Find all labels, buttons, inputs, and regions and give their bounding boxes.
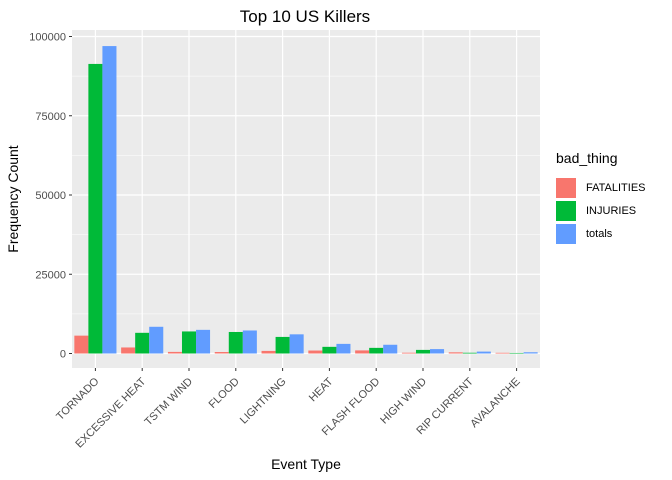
y-tick-label: 100000: [29, 32, 66, 44]
bar-fatalities-tornado: [74, 335, 89, 354]
bar-injuries-heat: [322, 346, 337, 354]
bar-totals-tornado: [102, 46, 117, 354]
bar-fatalities-high-wind: [401, 352, 416, 354]
bar-injuries-tornado: [88, 63, 103, 354]
legend-key: [556, 223, 576, 244]
x-tick-label: HEAT: [307, 375, 336, 404]
bar-totals-lightning: [289, 334, 304, 354]
bar-totals-avalanche: [523, 352, 538, 354]
legend-label: FATALITIES: [586, 181, 646, 194]
legend-label: totals: [586, 227, 613, 240]
bar-injuries-flood: [228, 331, 243, 354]
plot-panel: [72, 30, 540, 368]
y-axis: 0 25000 50000 75000 100000: [29, 32, 72, 361]
y-tick-label: 25000: [35, 269, 66, 281]
x-tick-label: LIGHTNING: [238, 376, 289, 427]
bar-totals-rip-current: [476, 351, 491, 354]
bar-fatalities-flood: [214, 352, 229, 354]
x-tick-label: FLOOD: [207, 376, 242, 411]
bar-fatalities-rip-current: [448, 352, 463, 354]
bars: [74, 46, 538, 354]
bar-injuries-rip-current: [462, 352, 477, 354]
legend-item: INJURIES: [556, 199, 668, 222]
bar-fatalities-avalanche: [495, 352, 510, 354]
bar-totals-flash-flood: [383, 344, 398, 354]
legend-item: totals: [556, 222, 668, 245]
x-tick-label: TSTM WIND: [143, 376, 196, 429]
bar-injuries-flash-flood: [369, 347, 384, 354]
bar-fatalities-lightning: [261, 350, 276, 354]
legend-title: bad_thing: [556, 150, 618, 166]
bar-totals-heat: [336, 343, 351, 354]
legend-item: FATALITIES: [556, 176, 668, 199]
x-tick-label: TORNADO: [54, 375, 102, 423]
legend-label: INJURIES: [586, 204, 637, 217]
y-tick-label: 50000: [35, 190, 66, 202]
bar-injuries-avalanche: [509, 352, 524, 354]
bar-fatalities-excessive-heat: [121, 347, 136, 354]
y-tick-label: 75000: [35, 111, 66, 123]
bar-totals-high-wind: [430, 349, 445, 354]
bar-injuries-excessive-heat: [135, 332, 150, 354]
bar-fatalities-tstm-wind: [167, 351, 182, 354]
bar-injuries-lightning: [275, 336, 290, 354]
chart-title: Top 10 US Killers: [240, 7, 370, 26]
y-tick-label: 0: [60, 349, 66, 361]
bar-injuries-high-wind: [415, 349, 431, 354]
x-axis-title: Event Type: [271, 456, 341, 472]
x-tick-label: HIGH WIND: [378, 376, 429, 427]
bar-injuries-tstm-wind: [181, 331, 197, 354]
legend: bad_thing FATALITIES INJURIES totals: [556, 150, 668, 245]
legend-key: [556, 200, 576, 221]
bar-fatalities-heat: [308, 350, 323, 354]
bar-fatalities-flash-flood: [355, 350, 370, 354]
legend-key: [556, 177, 576, 198]
x-tick-label: AVALANCHE: [468, 376, 522, 430]
y-axis-title: Frequency Count: [5, 145, 21, 253]
bar-totals-excessive-heat: [149, 326, 164, 354]
bar-totals-flood: [242, 330, 257, 354]
bar-totals-tstm-wind: [196, 329, 211, 354]
